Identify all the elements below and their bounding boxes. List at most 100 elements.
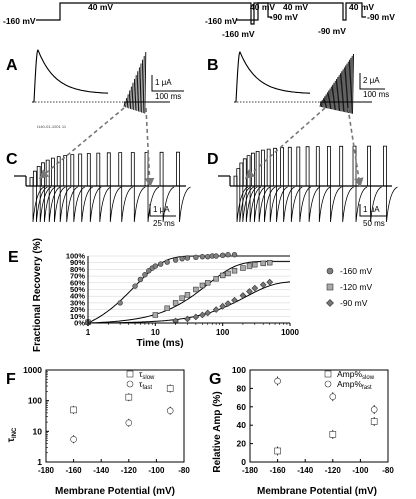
- protocol-right-hold-label: -160 mV: [205, 16, 238, 26]
- trace-test-spike: [126, 94, 129, 108]
- zoom-arrow-b-left: [244, 107, 326, 180]
- data-point: [251, 284, 259, 292]
- protocol-right-recovery-label: -90 mV: [318, 26, 346, 36]
- legend-subscript: fast: [142, 385, 152, 391]
- legend-label: -120 mV: [340, 282, 372, 292]
- panel-label-d: D: [207, 151, 219, 168]
- x-tick-label: -180: [38, 466, 55, 475]
- trace-test-spike: [137, 67, 140, 112]
- zoom-test-trace: [63, 155, 78, 223]
- trace-test-spike: [141, 59, 144, 113]
- panel-label-a: A: [6, 57, 18, 74]
- trace-test-spike: [335, 78, 338, 111]
- data-point: [137, 276, 144, 283]
- plot-frame: [249, 369, 389, 463]
- x-tick-label: 1000: [281, 328, 299, 337]
- panel-label-c: C: [6, 151, 18, 168]
- x-tick-label: -160: [270, 466, 287, 475]
- data-point: [172, 300, 179, 306]
- trace-panel-b: [234, 51, 372, 114]
- scale-bar-c-current: 1 μA: [153, 205, 170, 214]
- trace-test-spike: [329, 86, 332, 110]
- data-point: [192, 313, 200, 321]
- trace-test-spike: [320, 100, 323, 108]
- x-tick-label: -120: [121, 466, 138, 475]
- x-tick-label: -140: [93, 466, 110, 475]
- data-point: [117, 300, 123, 306]
- svg-text:τINC: τINC: [6, 427, 18, 442]
- y-tick-label: 90%: [70, 258, 85, 267]
- y-tick-label: 40: [237, 420, 247, 430]
- data-point: [274, 447, 281, 455]
- data-point: [179, 295, 185, 301]
- zoom-test-trace: [383, 145, 398, 223]
- protocol-left-step-label: 40 mV: [88, 2, 113, 12]
- scale-bar-d: 1 μA 50 ms: [359, 204, 386, 228]
- data-point: [184, 292, 191, 298]
- zoom-test-trace: [239, 162, 254, 223]
- trace-test-spike: [319, 101, 322, 107]
- trace-prepulse: [32, 49, 109, 103]
- data-point: [132, 283, 138, 289]
- trace-test-spike: [340, 71, 343, 112]
- zoom-test-trace: [280, 147, 295, 223]
- trace-test-spike: [123, 101, 126, 107]
- chart-e-xlabel: Time (ms): [136, 338, 183, 349]
- zoom-test-trace: [266, 148, 282, 223]
- zoom-test-trace: [327, 146, 342, 223]
- zoom-arrow-a-left: [38, 107, 125, 180]
- x-tick-label: -100: [352, 466, 369, 475]
- protocol-right: -160 mV 40 mV -90 mV 40 mV -90 mV: [205, 2, 395, 36]
- legend-marker: [126, 370, 134, 378]
- data-point: [239, 292, 247, 299]
- data-point: [179, 255, 185, 262]
- y-tick-label: 10: [33, 426, 43, 436]
- data-point: [231, 268, 238, 274]
- data-point: [166, 407, 174, 415]
- y-tick-label: 60%: [70, 278, 85, 287]
- trace-test-spike: [139, 63, 142, 112]
- zoom-test-trace: [56, 156, 72, 223]
- protocol-right-end-label: -90 mV: [367, 12, 395, 22]
- legend-marker: [324, 380, 332, 388]
- data-point: [260, 260, 266, 267]
- legend-marker: [324, 370, 332, 378]
- trace-test-spike: [324, 94, 327, 108]
- scale-bar-a: 1 μA 100 ms: [151, 75, 184, 101]
- trace-prepulse: [234, 51, 310, 103]
- y-tick-label: 0%: [74, 319, 85, 328]
- chart-e-ylabel: Fractional Recovery (%): [32, 238, 43, 352]
- data-point: [204, 309, 212, 317]
- data-point: [152, 312, 159, 318]
- zoom-test-trace: [255, 151, 271, 223]
- x-tick-label: 1: [86, 328, 91, 337]
- zoom-arrow-a-right: [144, 107, 155, 188]
- trace-test-spike: [327, 90, 330, 109]
- scale-bar-a-current: 1 μA: [155, 78, 172, 87]
- trace-test-spike: [131, 82, 134, 110]
- trace-test-spike: [125, 98, 128, 108]
- trace-test-spike: [341, 69, 344, 112]
- y-tick-label: 30%: [70, 298, 85, 307]
- data-point: [199, 282, 206, 289]
- data-point: [274, 377, 281, 385]
- zoom-test-trace: [273, 147, 288, 223]
- panel-label-b: B: [207, 57, 219, 74]
- x-tick-label: -160: [66, 466, 83, 475]
- y-tick-label: 70%: [70, 272, 85, 281]
- trace-test-spike: [133, 78, 136, 110]
- scale-bar-b-time: 100 ms: [363, 90, 389, 99]
- zoom-arrows: [38, 107, 364, 188]
- y-tick-label: 60: [237, 402, 247, 412]
- data-point: [164, 305, 170, 311]
- file-label: t140-01-1001 11: [37, 124, 67, 129]
- y-tick-label: 20%: [70, 305, 85, 314]
- y-tick-label: 80: [237, 383, 247, 393]
- data-point: [164, 259, 170, 265]
- data-point: [224, 300, 232, 307]
- trace-test-spike: [345, 63, 348, 113]
- y-tick-label: 1: [37, 457, 42, 467]
- y-tick-label: 50%: [70, 285, 85, 294]
